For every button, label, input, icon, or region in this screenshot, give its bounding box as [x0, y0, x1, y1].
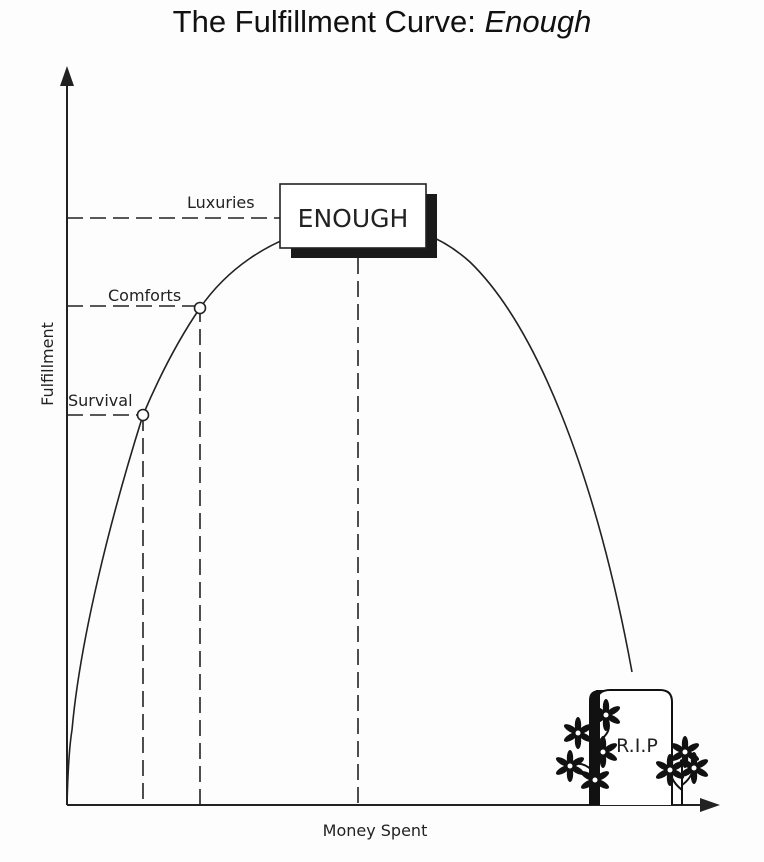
survival-label: Survival	[68, 391, 133, 410]
tombstone-label: R.I.P	[616, 735, 658, 757]
left-flowers-icon	[554, 690, 622, 805]
enough-box	[279, 183, 427, 249]
right-flowers-icon	[654, 736, 710, 805]
x-axis-label: Money Spent	[323, 821, 428, 840]
y-axis-arrow-icon	[60, 66, 74, 86]
title-main: The Fulfillment Curve:	[172, 4, 485, 39]
diagram-title: The Fulfillment Curve: Enough	[0, 4, 764, 40]
fulfillment-curve	[66, 221, 633, 806]
enough-label: ENOUGH	[298, 204, 409, 233]
comforts-label: Comforts	[108, 286, 181, 305]
x-axis-arrow-icon	[700, 798, 720, 812]
title-emphasis: Enough	[484, 4, 592, 39]
luxuries-label: Luxuries	[187, 193, 255, 212]
survival-marker	[136, 408, 150, 422]
comforts-marker	[193, 301, 207, 315]
y-axis-label: Fulfillment	[38, 322, 57, 406]
